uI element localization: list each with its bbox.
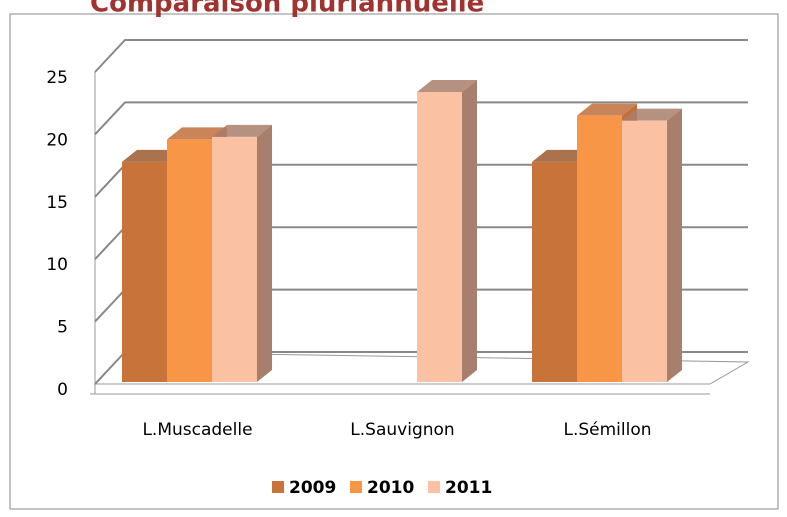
- legend-label: 2011: [445, 478, 492, 498]
- bar-side: [462, 79, 477, 382]
- legend-label: 2010: [367, 478, 414, 498]
- legend-swatch: [350, 481, 362, 493]
- y-tick-label: 10: [46, 255, 68, 275]
- y-tick-label: 0: [57, 380, 68, 400]
- bar: [122, 161, 167, 382]
- y-tick-label: 25: [46, 68, 68, 88]
- x-tick-label: L.Sémillon: [563, 420, 651, 440]
- legend-swatch: [428, 481, 440, 493]
- grid-line: [94, 39, 748, 73]
- bar-top: [167, 127, 227, 140]
- legend-swatch: [272, 481, 284, 493]
- bar: [622, 120, 667, 382]
- bar-top: [417, 79, 477, 92]
- y-tick-label: 20: [46, 130, 68, 150]
- bar-top: [577, 103, 637, 116]
- chart-title: Comparaison pluriannuelle: [90, 0, 484, 19]
- y-tick-label: 5: [57, 318, 68, 338]
- bar-top: [622, 108, 682, 121]
- legend-label: 2009: [289, 478, 336, 498]
- bar: [417, 91, 462, 382]
- x-tick-label: L.Muscadelle: [142, 420, 252, 440]
- bar: [167, 139, 212, 382]
- grid-line: [94, 101, 748, 136]
- bar: [577, 115, 622, 383]
- bar-side: [667, 108, 682, 382]
- bar: [212, 136, 257, 382]
- y-tick-label: 15: [46, 193, 68, 213]
- x-tick-label: L.Sauvignon: [350, 420, 454, 440]
- bar-top: [212, 124, 272, 137]
- bar-side: [257, 124, 272, 383]
- bar: [532, 161, 577, 382]
